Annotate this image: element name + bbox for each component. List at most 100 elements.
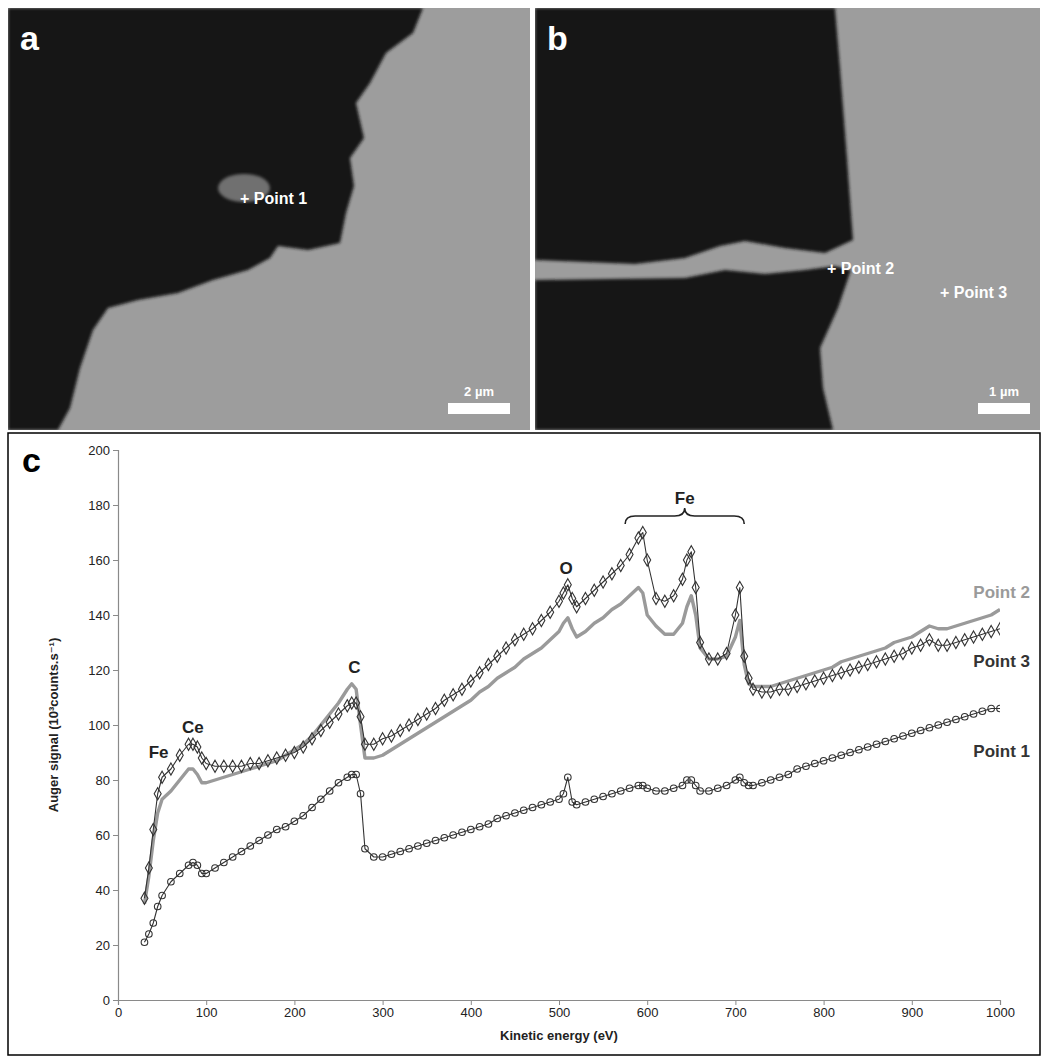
series-marker — [891, 735, 898, 742]
series-marker — [282, 749, 289, 761]
series-marker — [564, 579, 571, 591]
series-marker — [560, 790, 567, 797]
series-marker — [714, 653, 721, 665]
series-marker — [952, 636, 959, 648]
series-marker — [758, 686, 765, 698]
series-marker — [450, 689, 457, 701]
series-marker — [653, 788, 660, 795]
series-marker — [723, 782, 730, 789]
series-marker — [961, 634, 968, 646]
series-marker — [450, 832, 457, 839]
series-marker — [379, 854, 386, 861]
y-tick-mark — [113, 670, 118, 671]
series-marker — [167, 763, 174, 775]
series-marker — [176, 870, 183, 877]
series-marker — [264, 755, 271, 767]
series-marker — [150, 823, 157, 835]
x-axis-title: Kinetic energy (eV) — [500, 1028, 618, 1043]
x-tick: 700 — [725, 1000, 747, 1020]
x-axis: 01002003004005006007008009001000 — [115, 1000, 1015, 1020]
y-tick: 40 — [96, 883, 118, 898]
series-marker — [256, 757, 263, 769]
series-marker — [662, 788, 669, 795]
x-tick: 300 — [372, 1000, 394, 1020]
annotation-label: Fe — [675, 489, 695, 508]
x-tick-label: 300 — [372, 1005, 394, 1020]
series-marker — [273, 826, 280, 833]
series-marker — [503, 642, 510, 654]
bright-phase — [535, 8, 1040, 430]
series-marker — [997, 623, 1000, 635]
series-marker — [145, 862, 152, 874]
series-marker — [644, 785, 651, 792]
series-marker — [609, 790, 616, 797]
y-tick-mark — [113, 1000, 118, 1001]
annotation-label: Ce — [182, 718, 204, 737]
series-marker — [600, 793, 607, 800]
series-marker — [459, 829, 466, 836]
series-marker — [864, 658, 871, 670]
y-tick-mark — [113, 890, 118, 891]
series-marker — [979, 708, 986, 715]
series-marker — [397, 848, 404, 855]
series-marker — [212, 760, 219, 772]
series-marker — [520, 807, 527, 814]
y-tick-label: 160 — [88, 553, 110, 568]
series-marker — [829, 755, 836, 762]
series-marker — [414, 713, 421, 725]
series-marker — [141, 892, 148, 904]
series-marker — [238, 760, 245, 772]
series-marker — [556, 595, 563, 607]
series-marker — [168, 878, 175, 885]
series-marker — [873, 656, 880, 668]
series-marker — [847, 749, 854, 756]
series-marker — [970, 631, 977, 643]
y-tick-label: 80 — [96, 773, 110, 788]
series-marker — [847, 664, 854, 676]
series-marker — [873, 741, 880, 748]
x-tick: 400 — [460, 1000, 482, 1020]
series-marker — [441, 834, 448, 841]
series-marker — [855, 661, 862, 673]
micrograph-image — [8, 8, 530, 430]
series-marker — [565, 774, 572, 781]
scale-bar-label: 2 µm — [464, 384, 494, 399]
series-marker — [838, 752, 845, 759]
y-tick-mark — [113, 615, 118, 616]
series-marker — [626, 785, 633, 792]
series-marker — [520, 628, 527, 640]
series-marker — [397, 724, 404, 736]
series-marker — [882, 738, 889, 745]
series-marker — [229, 854, 236, 861]
series-marker — [785, 683, 792, 695]
series-marker — [146, 931, 153, 938]
series-marker — [785, 771, 792, 778]
series-marker — [159, 771, 166, 783]
series-marker — [935, 639, 942, 651]
series-marker — [776, 774, 783, 781]
series-marker — [468, 826, 475, 833]
annotation-bracket — [625, 508, 744, 524]
plot-area — [141, 526, 1000, 945]
x-tick: 900 — [901, 1000, 923, 1020]
x-tick: 600 — [637, 1000, 659, 1020]
series-marker — [291, 818, 298, 825]
panel-letter: b — [547, 19, 568, 57]
series-marker — [688, 546, 695, 558]
y-tick: 200 — [88, 443, 118, 458]
series-marker — [617, 559, 624, 571]
series-marker — [538, 614, 545, 626]
series-marker — [154, 788, 161, 800]
series-marker — [512, 810, 519, 817]
series-marker — [988, 625, 995, 637]
series-marker — [441, 694, 448, 706]
series-marker — [953, 716, 960, 723]
series-line — [144, 533, 1000, 899]
y-axis-line — [113, 451, 119, 1001]
series-marker — [357, 711, 364, 723]
series-marker — [406, 719, 413, 731]
x-tick-label: 100 — [196, 1005, 218, 1020]
x-tick-label: 400 — [460, 1005, 482, 1020]
y-tick-label: 60 — [96, 828, 110, 843]
series-marker — [745, 672, 752, 684]
